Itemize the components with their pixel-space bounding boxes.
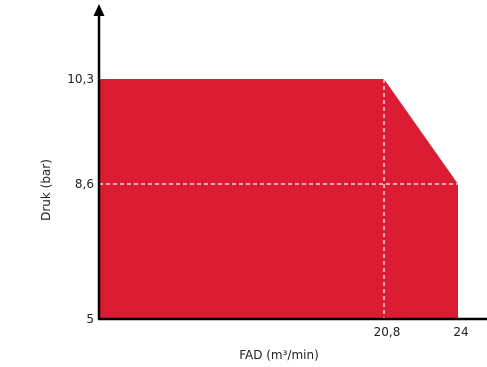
tick-labels: 5 8,6 10,3 20,8 24 — [67, 72, 468, 339]
y-tick-label-10_3: 10,3 — [67, 72, 94, 86]
area-layer — [99, 79, 458, 319]
y-tick-label-5: 5 — [86, 312, 94, 326]
y-axis-title: Druk (bar) — [39, 159, 53, 221]
envelope-area-0 — [99, 79, 458, 319]
x-axis-title: FAD (m³/min) — [239, 348, 319, 362]
x-tick-label-20_8: 20,8 — [374, 325, 401, 339]
reference-lines — [99, 79, 458, 319]
y-axis-arrow-icon — [93, 4, 105, 16]
x-tick-label-24: 24 — [453, 325, 468, 339]
axes — [93, 4, 487, 321]
y-tick-label-8_6: 8,6 — [75, 177, 94, 191]
